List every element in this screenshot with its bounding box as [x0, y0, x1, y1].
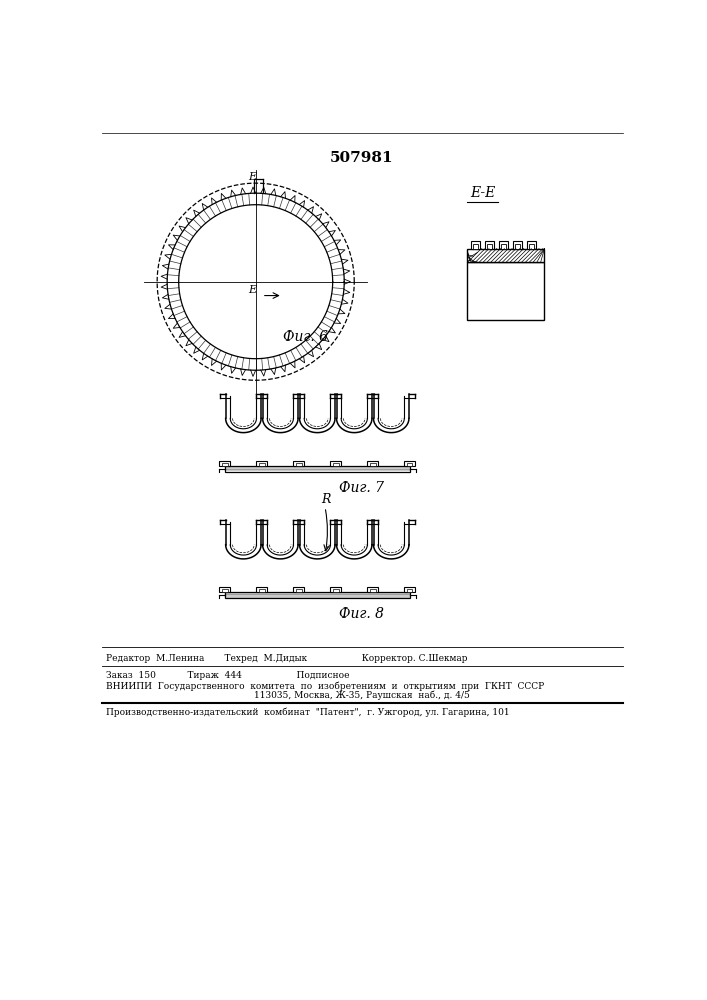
Bar	[513, 241, 522, 249]
Text: ВНИИПИ  Государственного  комитета  по  изобретениям  и  открытиям  при  ГКНТ  С: ВНИИПИ Государственного комитета по изоб…	[105, 681, 544, 691]
Bar	[330, 587, 341, 592]
Bar	[367, 461, 378, 466]
Bar	[467, 249, 544, 262]
Bar	[222, 463, 228, 466]
Text: R: R	[321, 493, 330, 506]
Bar	[370, 589, 375, 592]
Bar	[219, 587, 230, 592]
Bar	[257, 461, 267, 466]
Bar	[225, 466, 409, 472]
Bar	[367, 587, 378, 592]
Text: E: E	[247, 285, 256, 295]
Bar	[330, 461, 341, 466]
Bar	[407, 463, 412, 466]
Bar	[293, 461, 304, 466]
Text: Фиг. 8: Фиг. 8	[339, 607, 385, 621]
Bar	[486, 244, 491, 249]
Text: E: E	[248, 172, 256, 182]
Bar	[407, 589, 412, 592]
Bar	[225, 592, 409, 598]
Bar	[259, 589, 264, 592]
Bar	[501, 244, 506, 249]
Text: 507981: 507981	[330, 151, 394, 165]
Bar	[404, 587, 415, 592]
Text: Заказ  150           Тираж  444                   Подписное: Заказ 150 Тираж 444 Подписное	[105, 671, 349, 680]
Text: E-E: E-E	[470, 186, 496, 200]
Bar	[333, 589, 339, 592]
Bar	[219, 461, 230, 466]
Bar	[259, 463, 264, 466]
Bar	[473, 244, 478, 249]
Text: Фиг. 7: Фиг. 7	[339, 481, 385, 495]
Bar	[527, 241, 536, 249]
Bar	[484, 241, 493, 249]
Text: Редактор  М.Ленина       Техред  М.Дидык                   Корректор. С.Шекмар: Редактор М.Ленина Техред М.Дидык Коррект…	[105, 654, 467, 663]
Bar	[370, 463, 375, 466]
Bar	[296, 589, 302, 592]
Bar	[293, 587, 304, 592]
Bar	[529, 244, 534, 249]
Text: Фиг. 6: Фиг. 6	[284, 330, 328, 344]
Bar	[333, 463, 339, 466]
Bar	[467, 262, 544, 320]
Bar	[498, 241, 508, 249]
Bar	[296, 463, 302, 466]
Text: Производственно-издательский  комбинат  "Патент",  г. Ужгород, ул. Гагарина, 101: Производственно-издательский комбинат "П…	[105, 707, 509, 717]
Bar	[515, 244, 520, 249]
Bar	[222, 589, 228, 592]
Bar	[471, 241, 479, 249]
Bar	[257, 587, 267, 592]
Text: 113035, Москва, Ж-35, Раушская  наб., д. 4/5: 113035, Москва, Ж-35, Раушская наб., д. …	[254, 690, 470, 700]
Bar	[404, 461, 415, 466]
